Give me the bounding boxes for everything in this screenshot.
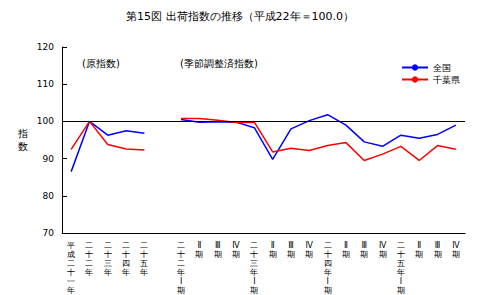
svg-text:四: 四 (324, 259, 332, 268)
svg-text:十: 十 (104, 250, 112, 259)
svg-text:Ⅰ: Ⅰ (400, 277, 402, 286)
svg-text:年: 年 (177, 268, 185, 277)
svg-text:期: 期 (195, 250, 203, 259)
svg-text:年: 年 (85, 268, 93, 277)
svg-text:二: 二 (177, 259, 185, 268)
svg-text:十: 十 (250, 250, 258, 259)
svg-text:期: 期 (397, 286, 405, 295)
svg-text:期: 期 (415, 250, 423, 259)
svg-text:三: 三 (104, 259, 112, 268)
svg-text:Ⅰ: Ⅰ (253, 277, 255, 286)
svg-text:二: 二 (67, 259, 75, 268)
svg-text:期: 期 (287, 250, 295, 259)
svg-text:Ⅰ: Ⅰ (180, 277, 182, 286)
svg-text:年: 年 (122, 268, 130, 277)
svg-text:二: 二 (177, 241, 185, 250)
svg-text:100: 100 (37, 116, 54, 126)
svg-text:二: 二 (104, 241, 112, 250)
svg-text:年: 年 (250, 268, 258, 277)
svg-text:期: 期 (177, 286, 185, 295)
svg-text:数: 数 (18, 141, 28, 152)
svg-text:第15図 出荷指数の推移（平成22年＝100.0）: 第15図 出荷指数の推移（平成22年＝100.0） (126, 10, 354, 23)
svg-text:Ⅲ: Ⅲ (435, 241, 441, 250)
svg-text:十: 十 (122, 250, 130, 259)
svg-text:四: 四 (122, 259, 130, 268)
svg-text:Ⅲ: Ⅲ (361, 241, 367, 250)
svg-text:Ⅱ: Ⅱ (197, 241, 201, 250)
svg-text:二: 二 (122, 241, 130, 250)
svg-text:(原指数): (原指数) (82, 58, 120, 69)
svg-text:Ⅳ: Ⅳ (379, 241, 387, 250)
svg-text:成: 成 (67, 250, 75, 259)
svg-text:期: 期 (452, 250, 460, 259)
svg-text:十: 十 (177, 250, 185, 259)
svg-text:年: 年 (104, 268, 112, 277)
svg-text:十: 十 (324, 250, 332, 259)
svg-text:年: 年 (67, 286, 75, 295)
svg-text:全国: 全国 (433, 63, 451, 73)
svg-text:期: 期 (269, 250, 277, 259)
svg-text:期: 期 (379, 250, 387, 259)
svg-text:期: 期 (324, 286, 332, 295)
svg-text:期: 期 (250, 286, 258, 295)
svg-text:二: 二 (397, 241, 405, 250)
svg-text:二: 二 (250, 241, 258, 250)
svg-text:期: 期 (305, 250, 313, 259)
svg-text:期: 期 (214, 250, 222, 259)
svg-text:期: 期 (232, 250, 240, 259)
svg-text:Ⅲ: Ⅲ (215, 241, 221, 250)
svg-text:十: 十 (85, 250, 93, 259)
svg-text:Ⅰ: Ⅰ (326, 277, 328, 286)
svg-text:期: 期 (342, 250, 350, 259)
svg-text:期: 期 (434, 250, 442, 259)
svg-text:Ⅱ: Ⅱ (417, 241, 421, 250)
svg-text:Ⅳ: Ⅳ (232, 241, 240, 250)
svg-text:五: 五 (140, 259, 148, 268)
svg-text:年: 年 (397, 268, 405, 277)
svg-text:年: 年 (140, 268, 148, 277)
svg-text:一: 一 (67, 277, 75, 286)
svg-text:Ⅱ: Ⅱ (271, 241, 275, 250)
svg-text:三: 三 (250, 259, 258, 268)
svg-text:(季節調整済指数): (季節調整済指数) (180, 58, 258, 69)
svg-text:二: 二 (324, 241, 332, 250)
svg-text:110: 110 (37, 79, 54, 89)
svg-text:五: 五 (397, 259, 405, 268)
svg-text:Ⅳ: Ⅳ (306, 241, 314, 250)
svg-text:二: 二 (85, 259, 93, 268)
svg-text:千葉県: 千葉県 (433, 75, 460, 85)
svg-text:Ⅲ: Ⅲ (288, 241, 294, 250)
svg-text:年: 年 (324, 268, 332, 277)
svg-text:二: 二 (85, 241, 93, 250)
svg-text:Ⅱ: Ⅱ (344, 241, 348, 250)
svg-text:平: 平 (67, 241, 75, 250)
svg-text:80: 80 (43, 191, 55, 201)
svg-text:期: 期 (360, 250, 368, 259)
svg-text:120: 120 (37, 42, 54, 52)
svg-text:Ⅳ: Ⅳ (452, 241, 460, 250)
svg-text:十: 十 (67, 268, 75, 277)
svg-text:十: 十 (397, 250, 405, 259)
svg-text:指: 指 (17, 128, 28, 139)
svg-text:二: 二 (140, 241, 148, 250)
svg-text:十: 十 (140, 250, 148, 259)
svg-text:90: 90 (43, 154, 55, 164)
svg-text:70: 70 (43, 228, 55, 238)
